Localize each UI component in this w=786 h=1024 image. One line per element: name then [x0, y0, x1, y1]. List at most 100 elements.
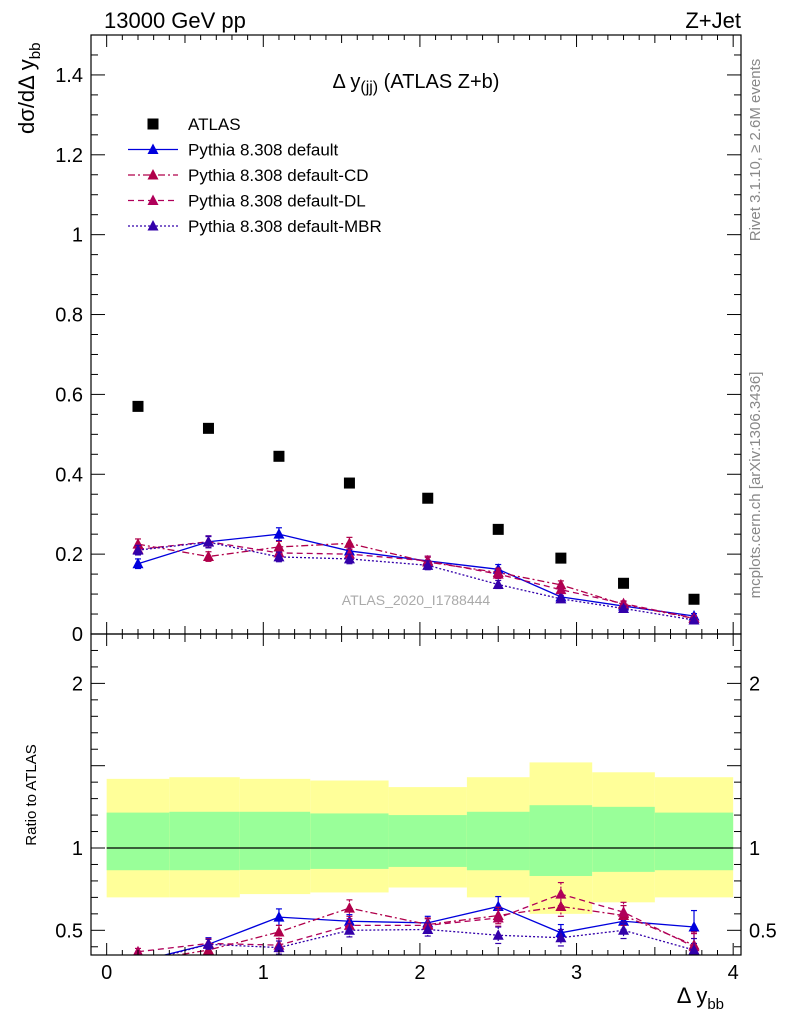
y-tick-label: 0.6 [55, 384, 83, 406]
series-3-marker [492, 911, 504, 923]
main-plot-data [132, 400, 700, 625]
series-4-marker [555, 592, 567, 604]
legend-marker [147, 220, 159, 231]
series-2-marker [202, 550, 214, 562]
series-4-marker [422, 559, 434, 570]
ratio-y-axis-label: Ratio to ATLAS [23, 744, 40, 845]
y-tick-label: 0.8 [55, 305, 83, 327]
uncertainty-bands [106, 762, 734, 914]
series-4-marker [273, 550, 285, 562]
analysis-id: ATLAS_2020_I1788444 [342, 592, 491, 608]
legend: ATLAS Pythia 8.308 default Pythia 8.308 de… [128, 115, 382, 236]
legend-label: ATLAS [188, 115, 241, 134]
y-tick-label: 1.4 [55, 65, 83, 87]
y-tick-label: 0.2 [55, 544, 83, 566]
ratio-y-tick-label-right: 2 [749, 673, 760, 695]
series-2-line [137, 542, 695, 620]
series-0-marker [343, 477, 355, 489]
series-4-marker [132, 544, 144, 555]
ratio-plot-data [132, 881, 700, 968]
series-4-marker [422, 923, 434, 934]
series-4-line [137, 541, 695, 621]
ratio-y-tick-label: 2 [72, 673, 83, 695]
x-tick-label: 1 [258, 962, 269, 984]
series-4-marker [492, 578, 504, 589]
ratio-y-tick-label: 1 [72, 838, 83, 860]
y-tick-label: 1 [72, 225, 83, 247]
stat-uncertainty-band [529, 805, 593, 876]
series-2-marker [343, 537, 355, 548]
series-4-marker [618, 924, 630, 935]
stat-uncertainty-band [310, 813, 389, 869]
x-tick-label: 4 [728, 962, 739, 984]
series-1-marker [273, 528, 285, 539]
series-2-line [174, 905, 695, 955]
series-3-marker [555, 583, 567, 595]
series-3-marker [492, 568, 504, 579]
series-0-marker [688, 593, 700, 605]
series-4-marker [273, 941, 285, 953]
series-2-marker [343, 902, 355, 913]
series-3-marker [618, 906, 630, 917]
stat-uncertainty-band [466, 811, 530, 871]
series-0-marker [273, 450, 285, 462]
series-1-marker [492, 900, 504, 911]
series-4-marker [555, 931, 567, 943]
main-y-axis-label: dσ/dΔ ybb [14, 43, 44, 134]
legend-label: Pythia 8.308 default-MBR [188, 217, 382, 236]
stat-uncertainty-band [169, 811, 240, 871]
y-tick-label: 0.4 [55, 464, 83, 486]
series-0-marker [555, 552, 567, 564]
legend-label: Pythia 8.308 default-CD [188, 166, 369, 185]
series-4-marker [132, 957, 143, 968]
x-tick-label: 3 [571, 962, 582, 984]
legend-marker [147, 169, 159, 180]
series-4-marker [202, 536, 214, 547]
ratio-y-tick-label: 0.5 [55, 920, 83, 942]
series-4-marker [343, 552, 355, 564]
series-2-marker [132, 956, 143, 967]
ratio-y-tick-label-right: 1 [749, 838, 760, 860]
process-label: Z+Jet [685, 8, 741, 33]
plot-title: Δ y(jj) (ATLAS Z+b) [333, 71, 500, 96]
series-2-marker [273, 925, 285, 937]
stat-uncertainty-band [106, 812, 170, 871]
stat-uncertainty-band [654, 812, 734, 871]
series-0-marker [492, 523, 504, 535]
series-4-marker [688, 944, 700, 955]
y-tick-label: 0 [72, 624, 83, 646]
series-0-marker [422, 492, 434, 504]
legend-marker [147, 143, 159, 154]
axes: 0 1 2 3 4 0 0.2 0.4 0.6 0.8 1 1.2 1.4 0.5 0.5 1 1 2 2 [55, 34, 777, 984]
ratio-y-tick-label-right: 0.5 [749, 920, 777, 942]
stat-uncertainty-band [592, 806, 655, 872]
energy-label: 13000 GeV pp [104, 8, 246, 33]
series-4-line [166, 928, 695, 955]
series-2-marker [273, 540, 285, 552]
series-1-line [162, 905, 695, 955]
series-4-marker [202, 938, 214, 949]
series-3-marker [555, 888, 567, 899]
legend-marker [147, 194, 159, 205]
legend-label: Pythia 8.308 default [188, 141, 339, 160]
stat-uncertainty-band [388, 815, 467, 867]
rivet-version-label: Rivet 3.1.10, ≥ 2.6M events [747, 59, 764, 242]
series-0-marker [132, 400, 144, 412]
x-tick-label: 0 [101, 962, 112, 984]
mcplots-label: mcplots.cern.ch [arXiv:1306.3436] [747, 372, 764, 599]
stat-uncertainty-band [239, 811, 311, 870]
legend-label: Pythia 8.308 default-DL [188, 192, 366, 211]
series-4-marker [618, 602, 630, 613]
ratio-plot-frame [90, 633, 742, 956]
x-tick-label: 2 [414, 962, 425, 984]
series-1-marker [688, 921, 700, 932]
series-0-marker [618, 577, 630, 589]
series-1-marker [273, 911, 285, 922]
legend-marker [147, 118, 159, 130]
series-4-marker [492, 929, 504, 940]
series-4-marker [688, 614, 700, 625]
series-1-marker [618, 915, 630, 926]
y-tick-label: 1.2 [55, 145, 83, 167]
x-axis-label: Δ ybb [677, 983, 724, 1013]
